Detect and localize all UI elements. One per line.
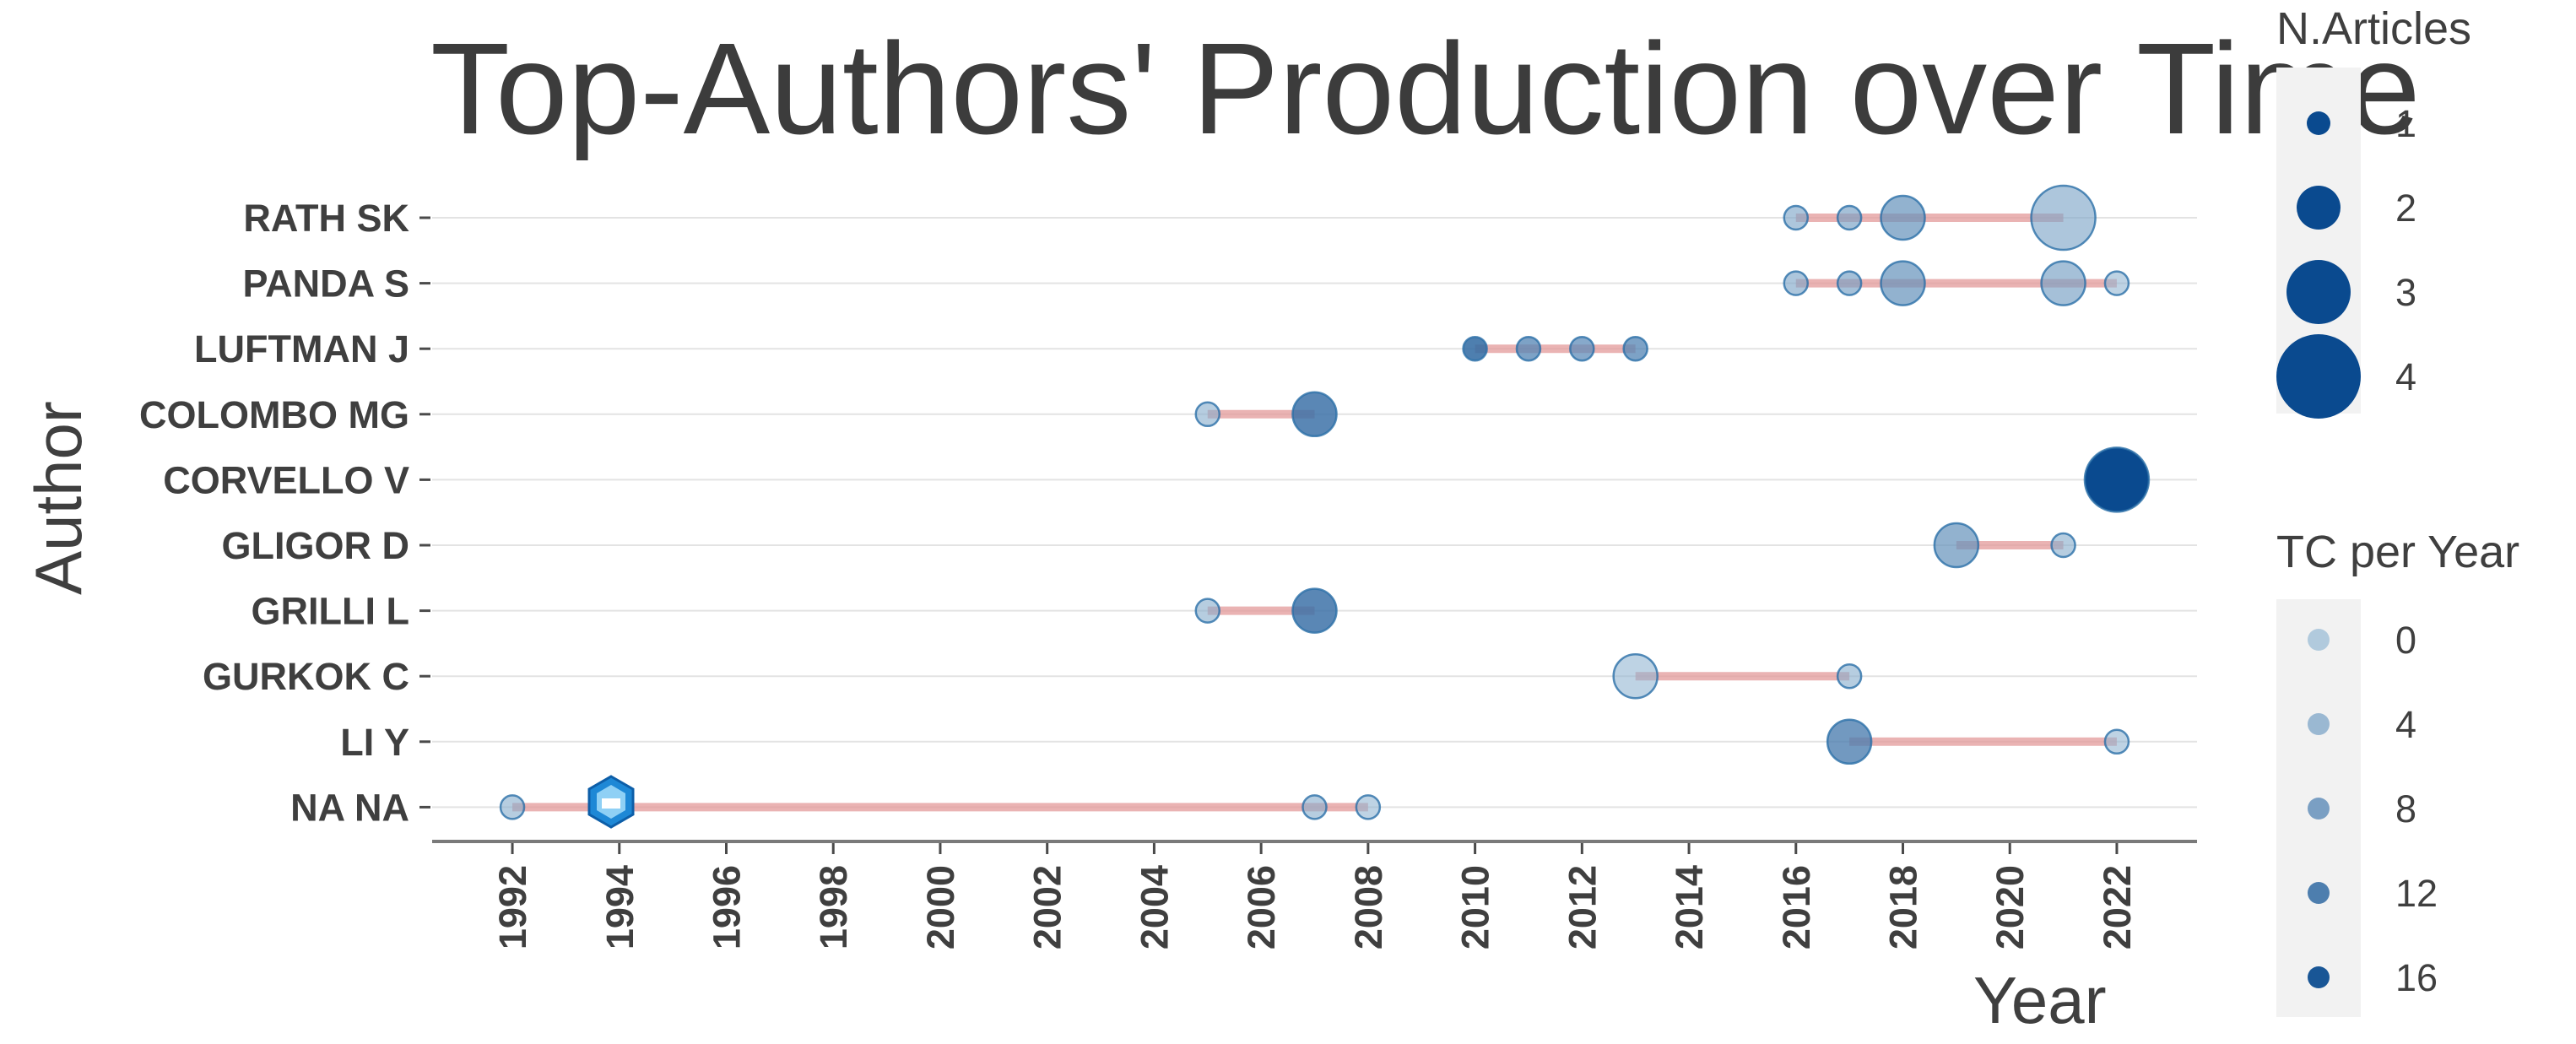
y-tick-label: GURKOK C (203, 655, 409, 698)
data-point (1612, 652, 1659, 700)
y-axis-title: Author (21, 401, 95, 595)
y-tick-label: GLIGOR D (222, 524, 410, 567)
data-point (2050, 532, 2076, 559)
data-point (499, 794, 526, 820)
color-legend-key (2308, 798, 2330, 820)
color-legend-label: 0 (2395, 619, 2416, 662)
x-tick-label: 2016 (1775, 865, 1818, 949)
size-legend-label: 4 (2395, 355, 2416, 398)
data-point (1291, 391, 1338, 438)
y-tick-label: RATH SK (243, 197, 409, 240)
x-tick-label: 2004 (1133, 865, 1176, 949)
color-legend-title: TC per Year (2276, 527, 2519, 577)
data-point (1194, 401, 1221, 428)
data-point (2103, 270, 2130, 296)
x-axis-title: Year (1973, 963, 2107, 1037)
color-legend-label: 8 (2395, 787, 2416, 830)
data-point (1569, 335, 1595, 362)
y-tick-label: GRILLI L (252, 590, 409, 633)
y-tick-label: NA NA (290, 786, 409, 829)
data-point (1836, 663, 1863, 690)
data-point (1291, 587, 1338, 634)
data-point (1783, 270, 1810, 296)
data-point (2103, 728, 2130, 755)
color-legend-label: 4 (2395, 703, 2416, 746)
size-legend-label: 2 (2395, 187, 2416, 230)
color-legend-label: 16 (2395, 956, 2438, 999)
x-tick-label: 1994 (598, 865, 641, 949)
data-point (1194, 598, 1221, 624)
x-tick-label: 2000 (919, 865, 962, 949)
data-point (2030, 184, 2097, 252)
x-tick-label: 2008 (1347, 865, 1390, 949)
x-tick-labels: 1992 1994 1996 1998 2000 2002 2004 2006 2008 2010… (491, 841, 2139, 949)
data-point (1880, 260, 1926, 306)
data-point (1462, 335, 1488, 362)
y-tick-label: LUFTMAN J (194, 327, 409, 371)
data-point (1836, 204, 1863, 231)
x-tick-label: 2006 (1240, 865, 1283, 949)
x-tick-label: 2020 (1989, 865, 2032, 949)
data-point (1880, 194, 1926, 241)
size-legend-key (2297, 186, 2341, 230)
color-legend-key (2308, 713, 2330, 735)
author-range-segments (512, 214, 2117, 812)
y-tick-label: CORVELLO V (163, 458, 409, 501)
data-point (1302, 794, 1328, 820)
size-legend: 1 2 3 4 (2276, 102, 2416, 419)
data-point (2083, 446, 2151, 513)
y-tick-label: LI Y (340, 721, 409, 764)
x-tick-label: 1996 (706, 865, 749, 949)
x-tick-label: 2002 (1026, 865, 1069, 949)
data-point (1355, 794, 1382, 820)
data-point (1836, 270, 1863, 296)
grid-lines (432, 217, 2197, 809)
color-legend-label: 12 (2395, 872, 2438, 915)
x-tick-label: 1992 (491, 865, 534, 949)
size-legend-key (2307, 111, 2330, 135)
color-legend-key (2308, 629, 2330, 651)
size-legend-label: 3 (2395, 271, 2416, 314)
x-tick-label: 2014 (1668, 865, 1711, 949)
data-point (2040, 260, 2086, 306)
color-legend: 0 4 8 12 16 (2308, 619, 2438, 999)
data-point (1826, 718, 1873, 765)
size-legend-label: 1 (2395, 102, 2416, 145)
color-legend-key (2308, 966, 2330, 988)
x-tick-label: 1998 (812, 865, 855, 949)
y-tick-label: PANDA S (242, 262, 409, 306)
x-tick-label: 2010 (1454, 865, 1497, 949)
chart-title: Top-Authors' Production over Time (430, 16, 2421, 161)
x-tick-label: 2018 (1882, 865, 1925, 949)
watermark-logo (587, 775, 635, 829)
size-legend-title: N.Articles (2276, 3, 2471, 54)
x-tick-label: 2022 (2096, 865, 2139, 949)
data-points (499, 184, 2151, 820)
data-point (1933, 522, 1980, 569)
y-tick-label: COLOMBO MG (139, 393, 409, 436)
y-tick-labels: RATH SK PANDA S LUFTMAN J COLOMBO MG CORVELL… (139, 197, 430, 829)
data-point (1622, 335, 1648, 362)
size-legend-key (2276, 334, 2361, 419)
data-point (1515, 335, 1542, 362)
data-point (1783, 204, 1810, 231)
color-legend-key (2308, 882, 2330, 904)
x-tick-label: 2012 (1561, 865, 1604, 949)
size-legend-key (2286, 260, 2351, 324)
